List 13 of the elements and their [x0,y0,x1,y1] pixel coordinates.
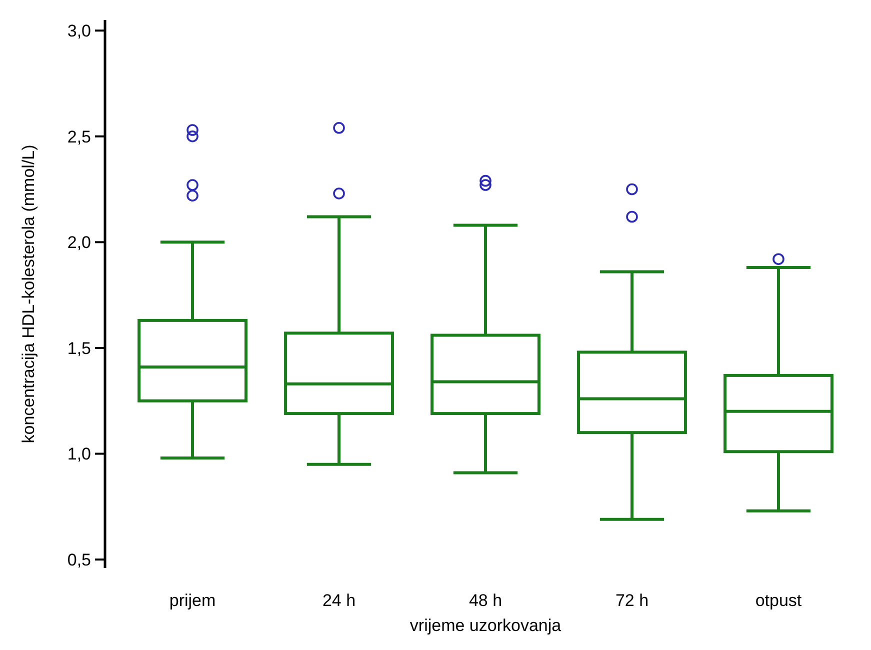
y-tick-label: 2,5 [67,127,91,146]
y-tick-label: 1,5 [67,338,91,358]
x-tick-label: 24 h [322,591,356,610]
x-tick-label: otpust [755,591,802,610]
x-tick-label: 72 h [615,591,649,610]
y-tick-label: 0,5 [67,550,91,570]
x-tick-label: 48 h [468,591,502,610]
y-tick-label: 2,0 [67,233,91,252]
y-tick-label: 3,0 [67,22,91,41]
y-tick-label: 1,0 [67,444,91,464]
x-tick-label: prijem [169,591,216,610]
x-axis-title: vrijeme uzorkovanja [410,616,562,635]
y-axis-title: koncentracija HDL-kolesterola (mmol/L) [19,144,38,444]
